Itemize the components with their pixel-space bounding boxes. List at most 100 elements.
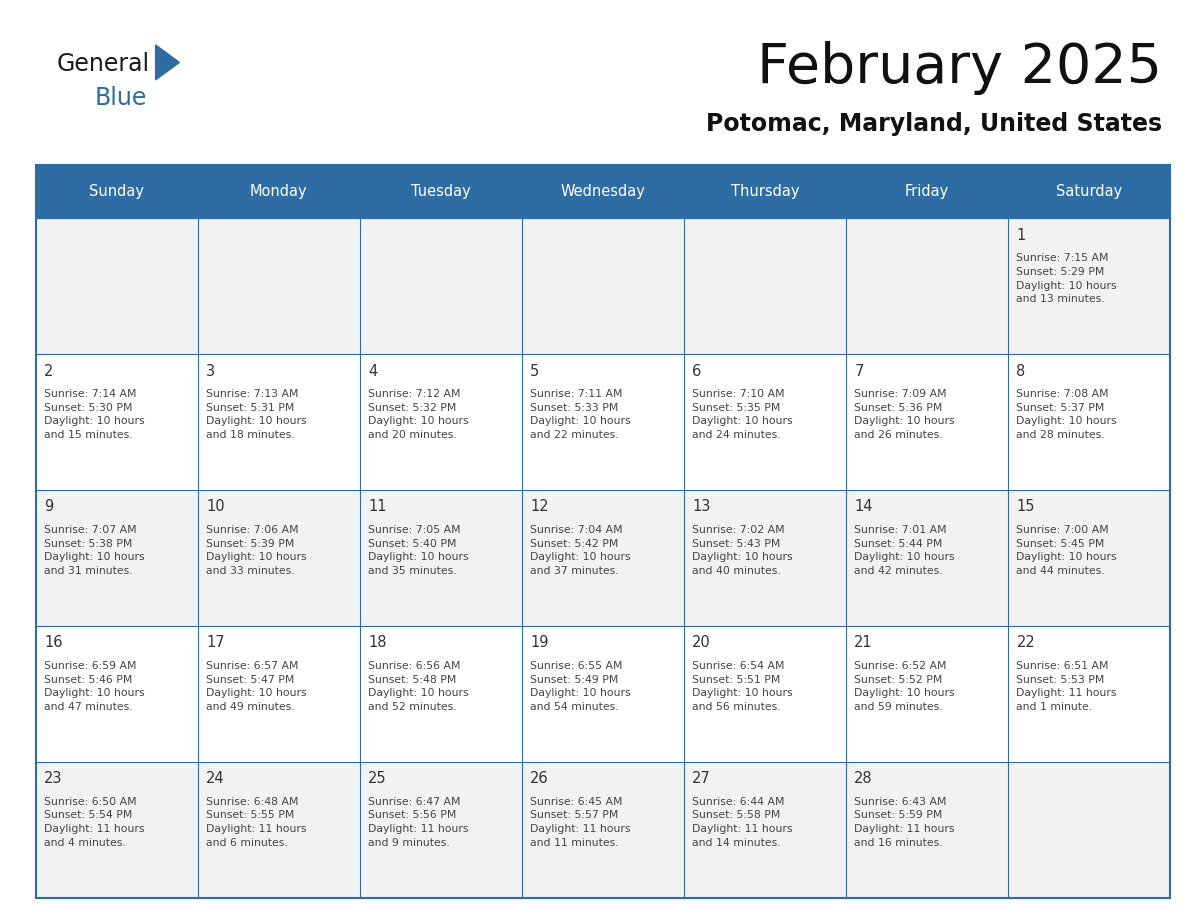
Bar [684,490,846,626]
Text: Sunrise: 7:06 AM
Sunset: 5:39 PM
Daylight: 10 hours
and 33 minutes.: Sunrise: 7:06 AM Sunset: 5:39 PM Dayligh… [206,525,307,576]
Text: 13: 13 [693,499,710,514]
Text: Sunrise: 6:47 AM
Sunset: 5:56 PM
Daylight: 11 hours
and 9 minutes.: Sunrise: 6:47 AM Sunset: 5:56 PM Dayligh… [368,797,468,847]
Text: 27: 27 [693,771,710,786]
Text: Sunrise: 6:56 AM
Sunset: 5:48 PM
Daylight: 10 hours
and 52 minutes.: Sunrise: 6:56 AM Sunset: 5:48 PM Dayligh… [368,661,469,711]
Text: General: General [57,52,150,76]
Text: Sunrise: 7:15 AM
Sunset: 5:29 PM
Daylight: 10 hours
and 13 minutes.: Sunrise: 7:15 AM Sunset: 5:29 PM Dayligh… [1017,253,1117,304]
Text: Sunrise: 7:14 AM
Sunset: 5:30 PM
Daylight: 10 hours
and 15 minutes.: Sunrise: 7:14 AM Sunset: 5:30 PM Dayligh… [44,389,145,440]
Text: Sunrise: 6:52 AM
Sunset: 5:52 PM
Daylight: 10 hours
and 59 minutes.: Sunrise: 6:52 AM Sunset: 5:52 PM Dayligh… [854,661,955,711]
Text: Sunrise: 7:07 AM
Sunset: 5:38 PM
Daylight: 10 hours
and 31 minutes.: Sunrise: 7:07 AM Sunset: 5:38 PM Dayligh… [44,525,145,576]
Text: Wednesday: Wednesday [561,185,645,199]
Text: Monday: Monday [249,185,308,199]
Text: 18: 18 [368,635,386,650]
Text: Sunrise: 7:13 AM
Sunset: 5:31 PM
Daylight: 10 hours
and 18 minutes.: Sunrise: 7:13 AM Sunset: 5:31 PM Dayligh… [206,389,307,440]
Text: Blue: Blue [95,86,147,110]
Text: Saturday: Saturday [1056,185,1123,199]
Text: Potomac, Maryland, United States: Potomac, Maryland, United States [706,112,1162,136]
Bar [1009,762,1170,898]
Text: Sunrise: 6:48 AM
Sunset: 5:55 PM
Daylight: 11 hours
and 6 minutes.: Sunrise: 6:48 AM Sunset: 5:55 PM Dayligh… [206,797,307,847]
Text: 11: 11 [368,499,386,514]
Text: 16: 16 [44,635,63,650]
Text: Sunrise: 6:50 AM
Sunset: 5:54 PM
Daylight: 11 hours
and 4 minutes.: Sunrise: 6:50 AM Sunset: 5:54 PM Dayligh… [44,797,145,847]
Text: Sunrise: 6:43 AM
Sunset: 5:59 PM
Daylight: 11 hours
and 16 minutes.: Sunrise: 6:43 AM Sunset: 5:59 PM Dayligh… [854,797,955,847]
Bar [1009,218,1170,354]
Bar [360,354,522,490]
Text: 9: 9 [44,499,53,514]
Text: Sunrise: 7:09 AM
Sunset: 5:36 PM
Daylight: 10 hours
and 26 minutes.: Sunrise: 7:09 AM Sunset: 5:36 PM Dayligh… [854,389,955,440]
Text: 20: 20 [693,635,710,650]
Bar [197,354,360,490]
Text: Sunrise: 6:55 AM
Sunset: 5:49 PM
Daylight: 10 hours
and 54 minutes.: Sunrise: 6:55 AM Sunset: 5:49 PM Dayligh… [530,661,631,711]
Text: 21: 21 [854,635,873,650]
Bar [36,354,197,490]
Text: 2: 2 [44,364,53,378]
Text: Friday: Friday [905,185,949,199]
Text: Sunrise: 7:02 AM
Sunset: 5:43 PM
Daylight: 10 hours
and 40 minutes.: Sunrise: 7:02 AM Sunset: 5:43 PM Dayligh… [693,525,792,576]
Text: 12: 12 [530,499,549,514]
Bar [1009,626,1170,762]
Bar [36,165,1170,218]
Bar [846,354,1009,490]
Text: Sunrise: 6:59 AM
Sunset: 5:46 PM
Daylight: 10 hours
and 47 minutes.: Sunrise: 6:59 AM Sunset: 5:46 PM Dayligh… [44,661,145,711]
Text: 6: 6 [693,364,702,378]
Text: 17: 17 [206,635,225,650]
Text: February 2025: February 2025 [757,41,1162,95]
Bar [197,490,360,626]
Text: 19: 19 [530,635,549,650]
Text: 4: 4 [368,364,378,378]
Bar [1009,490,1170,626]
Text: Sunrise: 6:45 AM
Sunset: 5:57 PM
Daylight: 11 hours
and 11 minutes.: Sunrise: 6:45 AM Sunset: 5:57 PM Dayligh… [530,797,631,847]
Text: 26: 26 [530,771,549,786]
Bar [36,490,197,626]
Text: Sunrise: 7:11 AM
Sunset: 5:33 PM
Daylight: 10 hours
and 22 minutes.: Sunrise: 7:11 AM Sunset: 5:33 PM Dayligh… [530,389,631,440]
Bar [684,354,846,490]
Bar [846,490,1009,626]
Text: 8: 8 [1017,364,1025,378]
Bar [360,490,522,626]
Bar [684,626,846,762]
Text: Sunday: Sunday [89,185,144,199]
Bar [36,762,197,898]
Bar [197,762,360,898]
Bar [36,165,1170,898]
Text: Sunrise: 7:12 AM
Sunset: 5:32 PM
Daylight: 10 hours
and 20 minutes.: Sunrise: 7:12 AM Sunset: 5:32 PM Dayligh… [368,389,469,440]
Text: 22: 22 [1017,635,1035,650]
Text: 10: 10 [206,499,225,514]
Text: Sunrise: 7:05 AM
Sunset: 5:40 PM
Daylight: 10 hours
and 35 minutes.: Sunrise: 7:05 AM Sunset: 5:40 PM Dayligh… [368,525,469,576]
Bar [522,218,684,354]
Bar [36,626,197,762]
Text: Thursday: Thursday [731,185,800,199]
Text: 14: 14 [854,499,873,514]
Bar [360,218,522,354]
Text: 24: 24 [206,771,225,786]
Bar [684,218,846,354]
Text: Sunrise: 7:00 AM
Sunset: 5:45 PM
Daylight: 10 hours
and 44 minutes.: Sunrise: 7:00 AM Sunset: 5:45 PM Dayligh… [1017,525,1117,576]
Bar [197,626,360,762]
Bar [846,218,1009,354]
Bar [846,762,1009,898]
Bar [1009,354,1170,490]
Text: Sunrise: 6:54 AM
Sunset: 5:51 PM
Daylight: 10 hours
and 56 minutes.: Sunrise: 6:54 AM Sunset: 5:51 PM Dayligh… [693,661,792,711]
Text: Sunrise: 6:57 AM
Sunset: 5:47 PM
Daylight: 10 hours
and 49 minutes.: Sunrise: 6:57 AM Sunset: 5:47 PM Dayligh… [206,661,307,711]
Text: 15: 15 [1017,499,1035,514]
Bar [684,762,846,898]
Text: 28: 28 [854,771,873,786]
Text: 3: 3 [206,364,215,378]
Text: 23: 23 [44,771,63,786]
Bar [522,626,684,762]
Bar [360,626,522,762]
Text: Sunrise: 7:01 AM
Sunset: 5:44 PM
Daylight: 10 hours
and 42 minutes.: Sunrise: 7:01 AM Sunset: 5:44 PM Dayligh… [854,525,955,576]
Text: Tuesday: Tuesday [411,185,470,199]
Bar [360,762,522,898]
Bar [197,218,360,354]
Text: Sunrise: 7:04 AM
Sunset: 5:42 PM
Daylight: 10 hours
and 37 minutes.: Sunrise: 7:04 AM Sunset: 5:42 PM Dayligh… [530,525,631,576]
Text: 25: 25 [368,771,387,786]
Text: Sunrise: 7:10 AM
Sunset: 5:35 PM
Daylight: 10 hours
and 24 minutes.: Sunrise: 7:10 AM Sunset: 5:35 PM Dayligh… [693,389,792,440]
Text: Sunrise: 7:08 AM
Sunset: 5:37 PM
Daylight: 10 hours
and 28 minutes.: Sunrise: 7:08 AM Sunset: 5:37 PM Dayligh… [1017,389,1117,440]
Bar [522,762,684,898]
Bar [522,354,684,490]
Bar [36,218,197,354]
Text: 7: 7 [854,364,864,378]
Polygon shape [156,45,179,80]
Text: Sunrise: 6:51 AM
Sunset: 5:53 PM
Daylight: 11 hours
and 1 minute.: Sunrise: 6:51 AM Sunset: 5:53 PM Dayligh… [1017,661,1117,711]
